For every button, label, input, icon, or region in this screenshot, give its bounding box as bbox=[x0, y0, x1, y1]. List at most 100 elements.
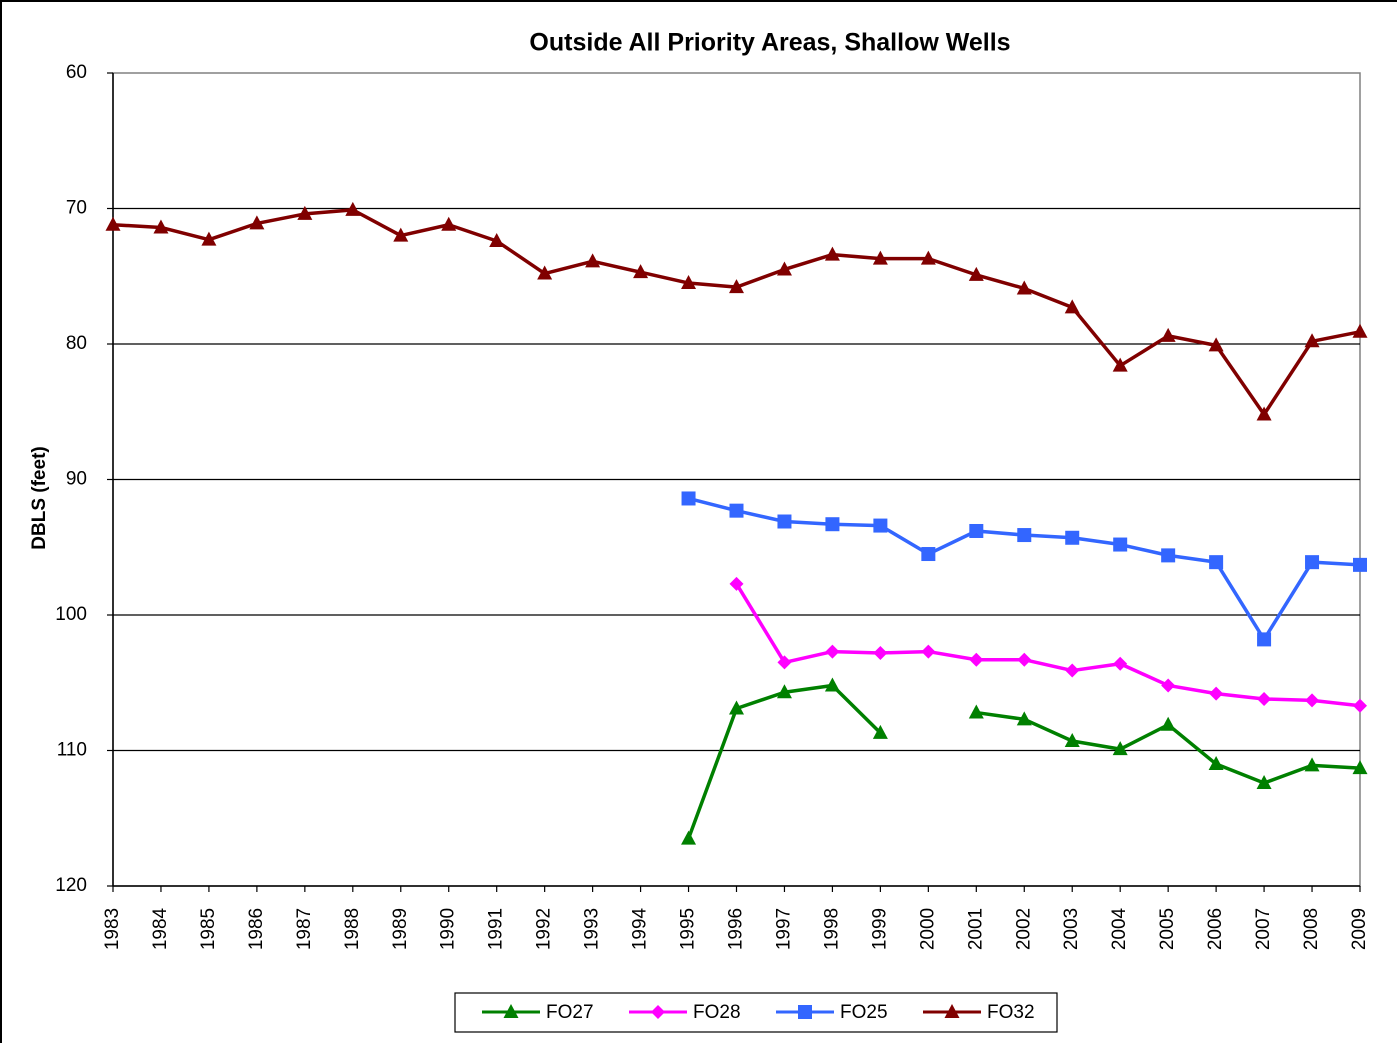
data-point bbox=[1304, 757, 1320, 772]
x-tick-label: 1990 bbox=[438, 908, 459, 950]
y-tick-label: 80 bbox=[66, 333, 87, 354]
x-tick-label: 1988 bbox=[342, 908, 363, 950]
data-point bbox=[489, 233, 505, 248]
data-point bbox=[873, 518, 888, 533]
x-tick-label: 2008 bbox=[1301, 908, 1322, 950]
data-point bbox=[1352, 323, 1368, 338]
data-point bbox=[297, 205, 313, 220]
data-point bbox=[1161, 678, 1176, 693]
x-tick-label: 1997 bbox=[773, 908, 794, 950]
data-point bbox=[1353, 557, 1367, 572]
data-point bbox=[1113, 656, 1128, 671]
data-point bbox=[681, 275, 697, 290]
data-point bbox=[1112, 357, 1128, 372]
data-point bbox=[1065, 530, 1080, 545]
data-point bbox=[1353, 698, 1367, 713]
x-tick-label: 1989 bbox=[390, 908, 411, 950]
data-point bbox=[1017, 652, 1032, 667]
x-tick-label: 1983 bbox=[102, 908, 123, 950]
data-point bbox=[1257, 632, 1272, 647]
data-point bbox=[1160, 716, 1176, 731]
x-tick-label: 2007 bbox=[1253, 908, 1274, 950]
legend-label: FO28 bbox=[693, 1002, 741, 1023]
data-point bbox=[1209, 555, 1224, 570]
x-tick-label: 1996 bbox=[726, 908, 747, 950]
x-tick-label: 2001 bbox=[965, 908, 986, 950]
data-point bbox=[201, 231, 217, 246]
x-tick-label: 1992 bbox=[534, 908, 555, 950]
x-tick-label: 1984 bbox=[150, 907, 171, 950]
x-tick-label: 2005 bbox=[1157, 908, 1178, 950]
data-point bbox=[1305, 555, 1320, 570]
data-point bbox=[1113, 537, 1128, 552]
x-tick-label: 1991 bbox=[486, 908, 507, 950]
data-point bbox=[872, 250, 888, 265]
data-point bbox=[1304, 333, 1320, 348]
data-point bbox=[824, 246, 840, 261]
data-point bbox=[969, 523, 984, 538]
y-tick-label: 90 bbox=[66, 469, 87, 490]
x-tick-label: 1993 bbox=[582, 908, 603, 950]
legend-marker bbox=[651, 1005, 665, 1019]
data-point bbox=[777, 655, 792, 670]
data-point bbox=[872, 724, 888, 739]
x-tick-label: 1998 bbox=[821, 908, 842, 950]
data-point bbox=[1016, 711, 1032, 726]
data-point bbox=[345, 201, 361, 216]
y-tick-label: 110 bbox=[57, 740, 87, 761]
data-point bbox=[681, 491, 696, 506]
data-point bbox=[1065, 663, 1080, 678]
y-tick-label: 70 bbox=[66, 198, 87, 219]
data-point bbox=[1305, 693, 1320, 708]
x-tick-label: 1994 bbox=[630, 907, 651, 950]
data-point bbox=[441, 216, 457, 231]
data-point bbox=[824, 677, 840, 692]
y-tick-label: 60 bbox=[66, 62, 87, 83]
data-point bbox=[1208, 756, 1224, 771]
x-tick-label: 1985 bbox=[198, 908, 219, 950]
legend-marker bbox=[798, 1005, 812, 1019]
data-point bbox=[1112, 741, 1128, 756]
data-point bbox=[729, 700, 744, 715]
data-point bbox=[153, 219, 169, 234]
data-point bbox=[1352, 760, 1368, 775]
data-point bbox=[1256, 406, 1272, 421]
data-point bbox=[1256, 775, 1272, 790]
data-point bbox=[1209, 686, 1224, 701]
data-point bbox=[1064, 299, 1080, 314]
data-point bbox=[968, 266, 984, 281]
x-tick-label: 2006 bbox=[1205, 908, 1226, 950]
x-tick-label: 2000 bbox=[917, 908, 938, 950]
x-tick-label: 1986 bbox=[246, 908, 267, 950]
data-point bbox=[920, 250, 936, 265]
data-point bbox=[1064, 733, 1080, 748]
data-point bbox=[825, 517, 840, 532]
data-point bbox=[585, 253, 601, 268]
x-tick-label: 2009 bbox=[1349, 908, 1370, 950]
legend-marker bbox=[944, 1004, 960, 1018]
y-tick-label: 100 bbox=[55, 604, 87, 625]
data-point bbox=[776, 261, 792, 276]
data-point bbox=[1160, 327, 1176, 342]
y-axis-label: DBLS (feet) bbox=[29, 446, 50, 549]
x-tick-label: 1999 bbox=[869, 908, 890, 950]
data-point bbox=[729, 503, 744, 518]
data-point bbox=[249, 215, 265, 230]
data-point bbox=[393, 227, 409, 242]
data-point bbox=[1208, 337, 1224, 352]
y-tick-label: 120 bbox=[55, 875, 87, 896]
x-tick-label: 1995 bbox=[678, 908, 699, 950]
legend-label: FO32 bbox=[987, 1002, 1035, 1023]
x-tick-label: 2003 bbox=[1061, 908, 1082, 950]
series-line bbox=[735, 582, 1361, 708]
data-point bbox=[969, 652, 984, 667]
data-point bbox=[921, 644, 936, 659]
data-point bbox=[1257, 692, 1272, 707]
data-point bbox=[537, 265, 553, 280]
data-point bbox=[1017, 528, 1032, 543]
x-tick-label: 2002 bbox=[1013, 908, 1034, 950]
data-point bbox=[921, 547, 936, 562]
data-point bbox=[729, 576, 744, 591]
legend-label: FO25 bbox=[840, 1002, 888, 1023]
